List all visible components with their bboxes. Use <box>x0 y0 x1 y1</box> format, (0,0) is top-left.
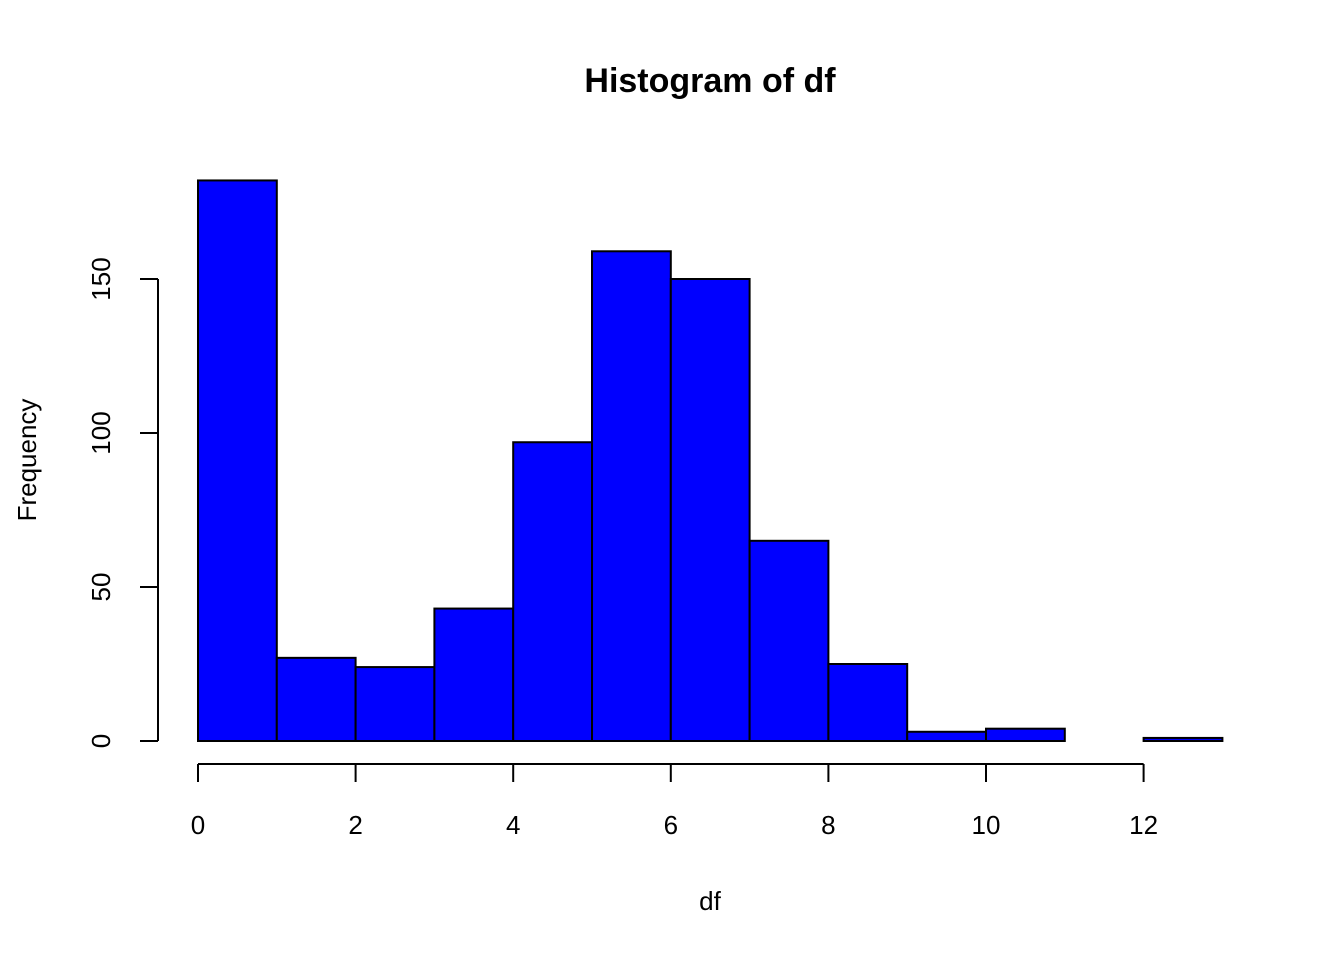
x-tick-label-5: 10 <box>972 810 1001 840</box>
histogram-bar-7 <box>748 539 830 742</box>
y-tick-label-3: 150 <box>86 257 116 300</box>
y-axis: 0 50 100 150 <box>86 257 159 748</box>
x-tick-label-1: 2 <box>348 810 362 840</box>
y-axis-label: Frequency <box>12 399 42 522</box>
histogram-bar-5 <box>591 250 672 742</box>
bars-group <box>197 179 1224 743</box>
histogram-bar-8 <box>827 663 909 742</box>
histogram-bar-1 <box>275 656 357 743</box>
histogram-bar-9 <box>906 730 988 743</box>
y-tick-label-0: 0 <box>86 734 116 748</box>
histogram-bar-4 <box>512 441 594 742</box>
y-tick-label-1: 50 <box>86 573 116 602</box>
histogram-bar-12 <box>1142 736 1224 742</box>
x-tick-label-2: 4 <box>506 810 520 840</box>
x-axis-label: df <box>699 886 721 916</box>
y-tick-label-2: 100 <box>86 411 116 454</box>
x-tick-label-0: 0 <box>191 810 205 840</box>
x-tick-label-4: 8 <box>821 810 835 840</box>
histogram-bar-3 <box>433 607 515 742</box>
x-axis: 0 2 4 6 8 10 12 <box>191 763 1158 840</box>
histogram-bar-0 <box>197 179 278 742</box>
x-tick-label-6: 12 <box>1129 810 1158 840</box>
histogram-bar-2 <box>354 666 436 743</box>
histogram-bar-10 <box>985 727 1066 742</box>
chart-title: Histogram of df <box>584 62 836 100</box>
histogram-bar-6 <box>669 278 751 742</box>
x-tick-label-3: 6 <box>664 810 678 840</box>
